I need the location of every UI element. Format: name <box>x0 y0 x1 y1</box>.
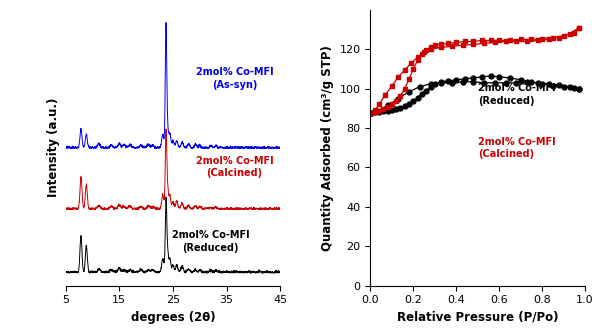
X-axis label: Relative Pressure (P/Po): Relative Pressure (P/Po) <box>397 311 559 324</box>
Y-axis label: Intensity (a.u.): Intensity (a.u.) <box>47 98 60 198</box>
Text: 2mol% Co-MFI
(Calcined): 2mol% Co-MFI (Calcined) <box>196 155 273 178</box>
X-axis label: degrees (2θ): degrees (2θ) <box>131 311 216 324</box>
Text: 2mol% Co-MFI
(As-syn): 2mol% Co-MFI (As-syn) <box>196 67 273 90</box>
Text: 2mol% Co-MFI
(Reduced): 2mol% Co-MFI (Reduced) <box>172 230 250 253</box>
Text: 2mol% Co-MFI
(Reduced): 2mol% Co-MFI (Reduced) <box>478 83 555 106</box>
Text: 2mol% Co-MFI
(Calcined): 2mol% Co-MFI (Calcined) <box>478 136 555 159</box>
Y-axis label: Quantity Adsorbed (cm³/g STP): Quantity Adsorbed (cm³/g STP) <box>321 45 334 251</box>
